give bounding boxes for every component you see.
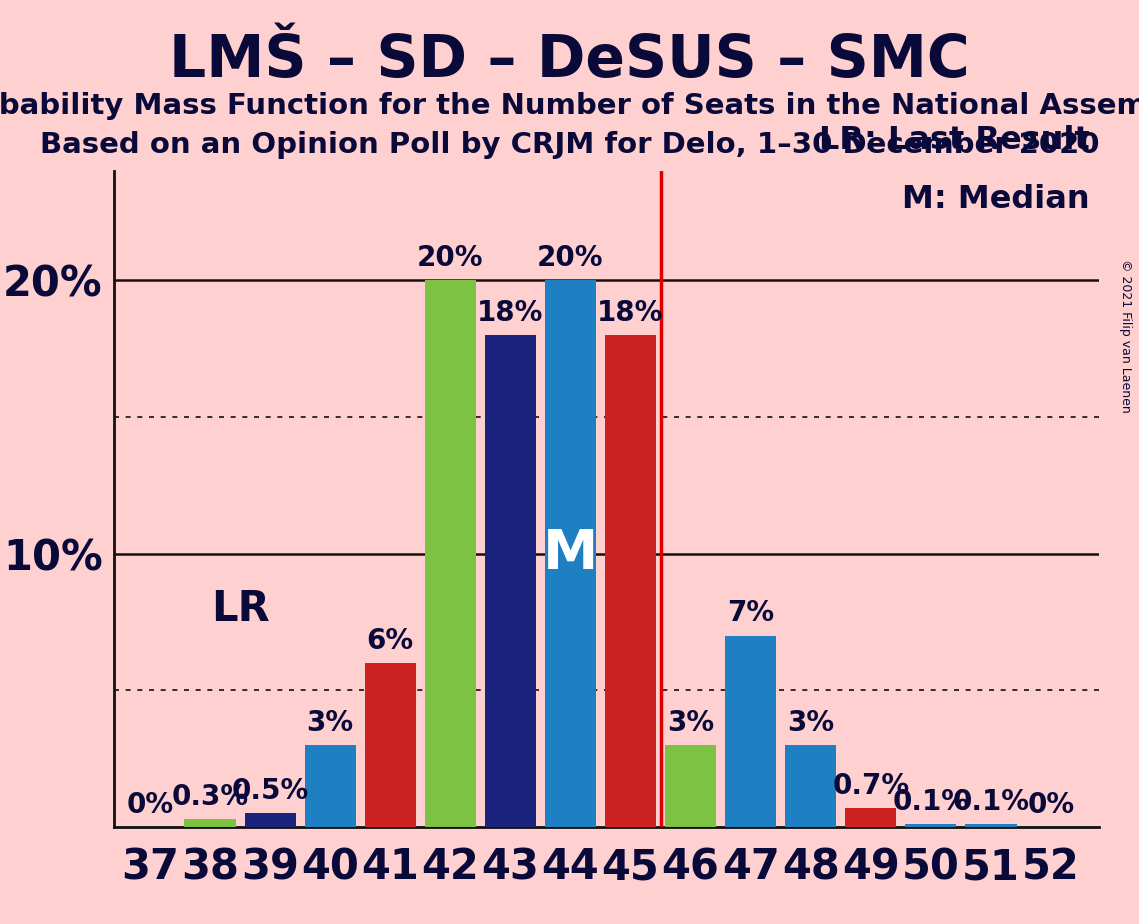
Text: 20%: 20% [538,244,604,272]
Text: Probability Mass Function for the Number of Seats in the National Assembly: Probability Mass Function for the Number… [0,92,1139,120]
Bar [185,819,236,827]
Bar [966,824,1016,827]
Bar [906,824,957,827]
Text: 3%: 3% [787,709,835,736]
Text: 0.1%: 0.1% [952,788,1030,816]
Text: 0.3%: 0.3% [172,783,248,810]
Bar [304,745,355,827]
Bar [665,745,716,827]
Text: 0.1%: 0.1% [893,788,969,816]
Text: 0.5%: 0.5% [231,777,309,805]
Bar [605,335,656,827]
Bar [425,280,476,827]
Text: 0%: 0% [126,791,173,819]
Bar [245,813,296,827]
Text: 0%: 0% [1027,791,1074,819]
Bar [485,335,536,827]
Text: 18%: 18% [597,298,664,327]
Text: LMŠ – SD – DeSUS – SMC: LMŠ – SD – DeSUS – SMC [170,32,969,90]
Bar [785,745,836,827]
Text: 18%: 18% [477,298,543,327]
Bar [726,636,777,827]
Text: M: M [543,527,598,580]
Text: 6%: 6% [367,626,413,655]
Text: M: Median: M: Median [902,184,1089,215]
Bar [845,808,896,827]
Text: LR: LR [211,589,270,630]
Text: 3%: 3% [306,709,354,736]
Bar [544,280,596,827]
Text: 7%: 7% [727,600,775,627]
Bar [364,663,416,827]
Text: © 2021 Filip van Laenen: © 2021 Filip van Laenen [1118,259,1132,412]
Text: 20%: 20% [417,244,484,272]
Text: 3%: 3% [667,709,714,736]
Text: Based on an Opinion Poll by CRJM for Delo, 1–30 December 2020: Based on an Opinion Poll by CRJM for Del… [40,131,1099,159]
Text: LR: Last Result: LR: Last Result [819,125,1089,156]
Text: 0.7%: 0.7% [833,772,909,799]
